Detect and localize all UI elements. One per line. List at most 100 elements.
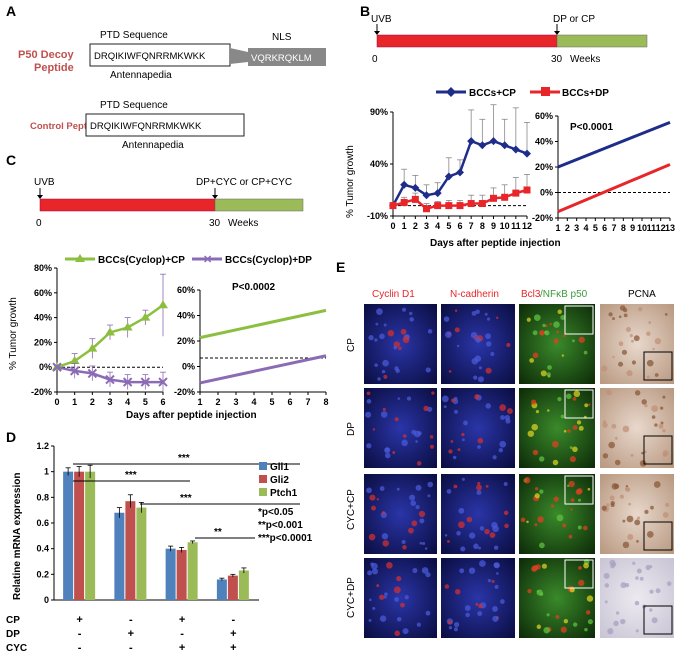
cell-dot <box>578 336 585 343</box>
antennapedia-label: Antennapedia <box>110 70 172 81</box>
cell-dot <box>374 363 378 367</box>
cell-dot <box>455 588 461 595</box>
cell-dot <box>470 331 478 339</box>
data-point <box>456 168 464 177</box>
cell-dot <box>527 430 535 437</box>
cell-dot <box>651 415 656 419</box>
data-point <box>467 137 476 146</box>
data-point <box>122 377 133 387</box>
y-tick-label: 0 <box>44 595 49 605</box>
x-tick-label: 5 <box>143 397 148 407</box>
x-tick-label: 12 <box>522 221 532 231</box>
y-tick-label: -20% <box>174 387 195 397</box>
cell-dot <box>606 389 612 396</box>
b-legend-dp-marker <box>541 87 550 96</box>
cell-dot <box>453 621 460 628</box>
cell-dot <box>635 629 639 633</box>
x-tick-label: 0 <box>54 397 59 407</box>
cell-dot <box>611 562 617 567</box>
cell-dot <box>568 480 575 488</box>
sign-cp: - <box>232 614 236 626</box>
x-tick-label: 1 <box>402 221 407 231</box>
cell-dot <box>572 397 577 401</box>
cell-dot <box>447 620 452 625</box>
cell-dot <box>634 600 640 606</box>
bar-gli2 <box>227 575 238 600</box>
cell-dot <box>651 617 658 624</box>
data-point <box>423 205 430 213</box>
cell-dot <box>649 608 653 612</box>
c-uvb-bar <box>39 198 216 212</box>
cell-dot <box>635 576 639 580</box>
data-point <box>444 172 453 181</box>
cell-dot <box>608 312 613 317</box>
cell-dot <box>654 373 659 377</box>
fit-line-0 <box>199 308 327 340</box>
c-treatment-bar <box>214 198 304 212</box>
cell-dot <box>398 346 402 351</box>
antennapedia-label-2: Antennapedia <box>122 140 184 151</box>
cell-dot <box>479 526 485 531</box>
cell-dot <box>381 511 386 515</box>
cell-dot <box>477 376 485 383</box>
data-point <box>489 137 498 146</box>
cell-dot <box>555 614 560 619</box>
data-point <box>87 368 98 379</box>
x-tick-label: 4 <box>435 221 440 231</box>
cell-dot <box>384 592 388 597</box>
e-col-cyclin-d1: Cyclin D1 <box>372 289 415 300</box>
cell-dot <box>462 438 465 442</box>
cell-dot <box>443 316 450 322</box>
cell-dot <box>401 439 408 447</box>
b-pvalue: P<0.0001 <box>570 122 614 133</box>
cell-dot <box>424 547 428 550</box>
cell-dot <box>566 484 570 488</box>
cell-dot <box>542 323 546 328</box>
cell-dot <box>503 510 509 516</box>
cell-dot <box>441 395 449 403</box>
cell-dot <box>526 317 531 322</box>
x-tick-label: 0 <box>390 221 395 231</box>
cell-dot <box>666 581 672 587</box>
sign-dp: - <box>78 628 82 640</box>
chart-b-left: 90%40%-10%0 1 2 3 4 5 6 7 8 9 10 11 12 <box>367 104 532 231</box>
cell-dot <box>560 314 566 321</box>
c-arrow-start-head <box>37 195 43 199</box>
cell-dot <box>453 484 458 489</box>
cell-dot <box>646 375 650 379</box>
cell-dot <box>484 528 490 535</box>
cell-dot <box>448 449 453 454</box>
cell-dot <box>411 520 418 527</box>
d-legend-gli1-label: Gli1 <box>270 462 289 473</box>
data-point <box>69 366 80 376</box>
cell-dot <box>369 494 376 501</box>
cell-dot <box>463 420 468 426</box>
cell-dot <box>544 330 550 336</box>
micrograph-r0-c1 <box>441 304 515 384</box>
data-point <box>478 200 486 208</box>
cell-dot <box>545 324 548 328</box>
cell-dot <box>634 519 641 526</box>
cell-dot <box>491 579 495 583</box>
y-tick-label: 0.8 <box>36 492 49 502</box>
d-ylabel: Relatine mRNA expression <box>12 473 23 600</box>
cell-dot <box>584 627 588 632</box>
cell-dot <box>400 328 407 335</box>
b-uvb-bar <box>376 34 558 48</box>
cell-dot <box>584 403 589 408</box>
cell-dot <box>611 483 618 490</box>
cell-dot <box>453 627 458 632</box>
y-tick-label: 20% <box>34 337 52 347</box>
cell-dot <box>461 477 465 481</box>
x-tick-label: 5 <box>593 223 598 233</box>
cell-dot <box>526 520 529 524</box>
x-tick-label: 9 <box>630 223 635 233</box>
cell-dot <box>572 622 578 627</box>
sign-dp: - <box>180 628 184 640</box>
cell-dot <box>476 489 482 495</box>
y-tick-label: 40% <box>535 137 553 147</box>
cell-dot <box>604 600 608 604</box>
cell-dot <box>496 572 499 575</box>
y-tick-label: 20% <box>535 162 553 172</box>
cell-dot <box>409 311 413 316</box>
